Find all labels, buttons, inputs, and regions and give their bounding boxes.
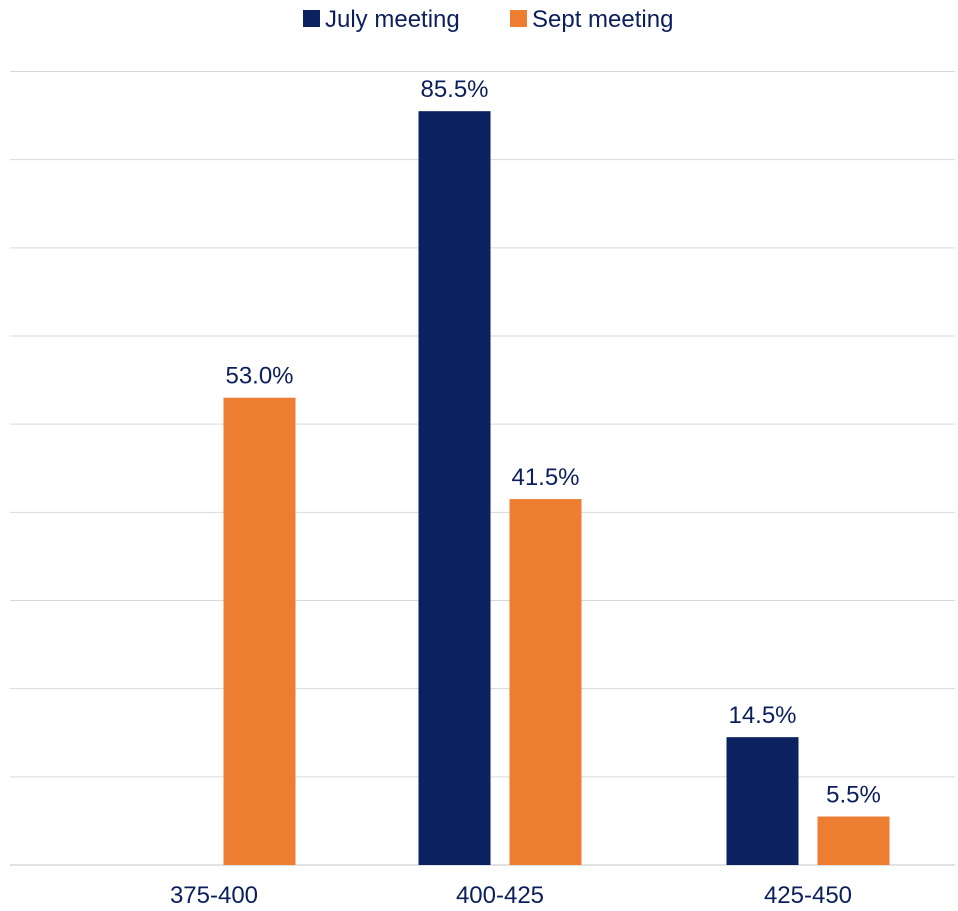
data-label: 85.5%	[420, 76, 488, 103]
x-tick-label: 425-450	[764, 882, 852, 909]
bar-sept-375-400	[223, 397, 296, 865]
data-label: 14.5%	[728, 702, 796, 729]
x-tick-label: 400-425	[456, 882, 544, 909]
legend: July meeting Sept meeting	[303, 6, 673, 33]
value-labels: 85.5% 14.5% 53.0% 41.5% 5.5%	[225, 76, 880, 808]
legend-swatch	[510, 10, 527, 27]
legend-label: July meeting	[325, 6, 460, 33]
legend-label: Sept meeting	[532, 6, 673, 33]
bar-sept-400-425	[509, 499, 582, 865]
x-tick-label: 375-400	[170, 882, 258, 909]
bar-july-400-425	[418, 111, 491, 866]
legend-swatch	[303, 10, 320, 27]
bar-july-425-450	[726, 737, 799, 865]
bar-sept-425-450	[817, 816, 890, 865]
data-label: 53.0%	[225, 363, 293, 390]
data-label: 41.5%	[511, 464, 579, 491]
bars	[223, 111, 890, 866]
x-axis-tick-labels: 375-400 400-425 425-450	[170, 882, 852, 909]
data-label: 5.5%	[826, 782, 881, 809]
